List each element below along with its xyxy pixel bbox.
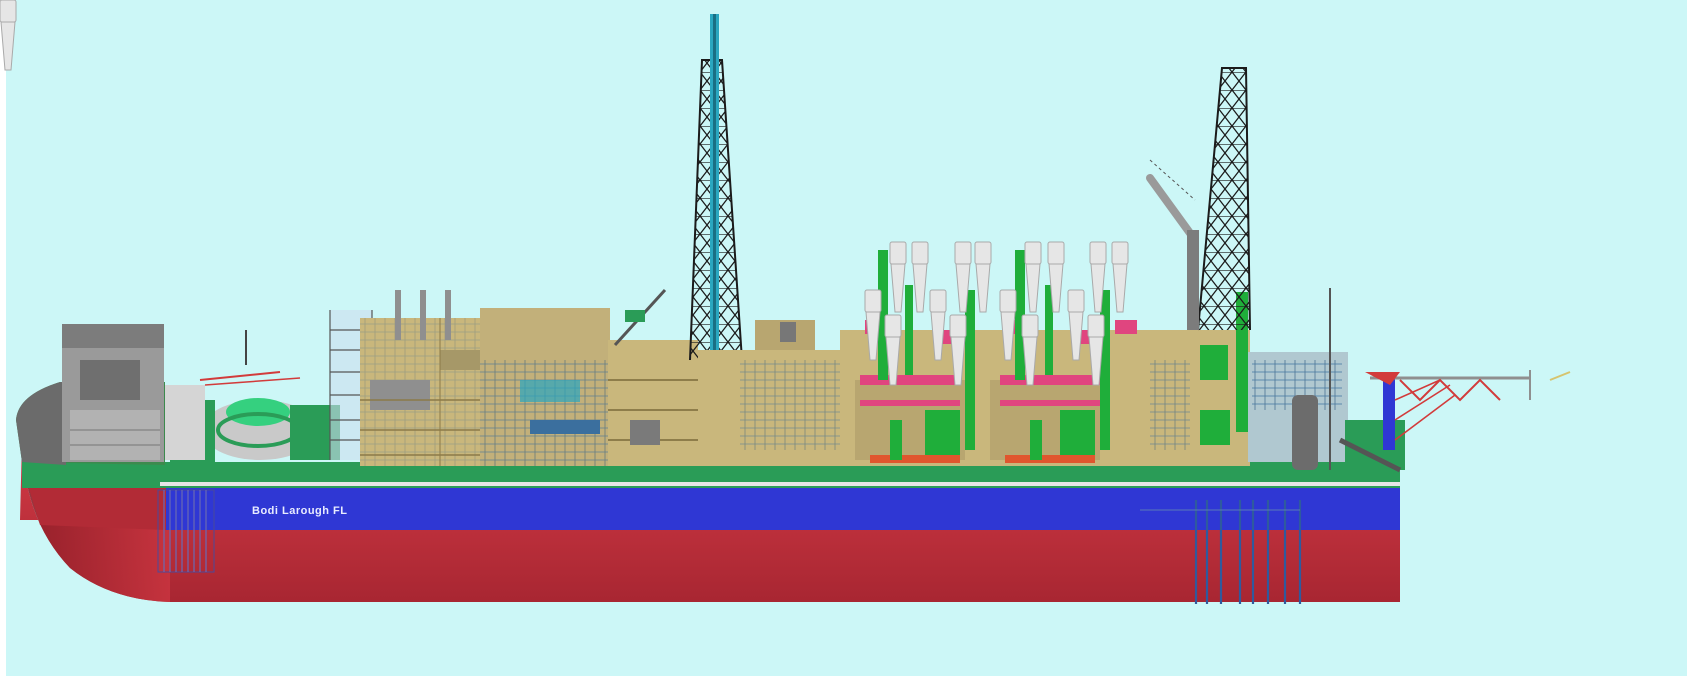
- flare-tower-2: [1197, 67, 1251, 331]
- riser-pipes: [1140, 500, 1302, 604]
- topsides-modules: [0, 0, 1405, 473]
- flare-tower-1: [689, 14, 743, 361]
- cyclone-vessels: [0, 0, 1129, 386]
- green-columns: [878, 250, 1110, 460]
- crane-boom: [1146, 159, 1199, 330]
- deck-white-line: [160, 482, 1400, 486]
- bow-section: [16, 324, 340, 465]
- hull: Bodi Larough FL: [20, 440, 1400, 604]
- module-c: [608, 340, 698, 466]
- stern-ladder: [157, 489, 215, 573]
- vertical-vessel: [1292, 395, 1318, 470]
- hull-name-label: Bodi Larough FL: [252, 505, 347, 517]
- hull-blue-band: [166, 486, 1400, 530]
- stern-flare-boom: [1365, 370, 1571, 450]
